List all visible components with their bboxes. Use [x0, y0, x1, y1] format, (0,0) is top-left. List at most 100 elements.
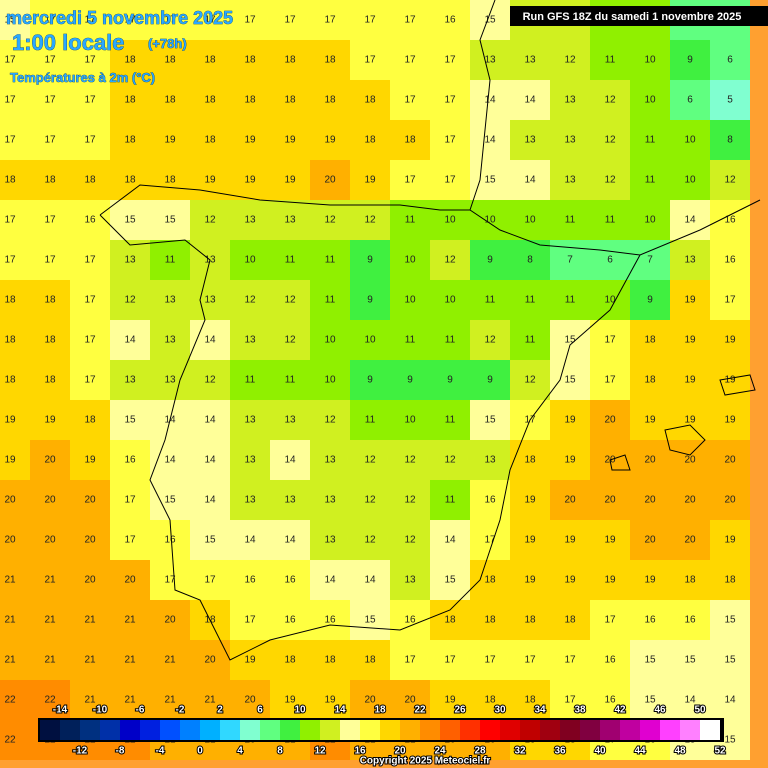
grid-cell [310, 560, 350, 600]
grid-value: 17 [404, 55, 416, 66]
grid-value: 13 [684, 255, 696, 266]
grid-value: 13 [124, 375, 136, 386]
grid-value: 20 [44, 495, 56, 506]
grid-cell [630, 280, 670, 320]
grid-cell [0, 240, 30, 280]
grid-value: 11 [285, 375, 296, 386]
grid-cell [590, 320, 630, 360]
grid-cell [550, 600, 590, 640]
grid-cell [0, 440, 30, 480]
grid-value: 19 [324, 135, 336, 146]
grid-cell [190, 160, 230, 200]
grid-cell [190, 200, 230, 240]
grid-value: 22 [44, 695, 56, 706]
grid-cell [0, 640, 30, 680]
grid-cell [430, 280, 470, 320]
grid-value: 9 [687, 55, 693, 66]
grid-cell [470, 600, 510, 640]
grid-cell [110, 200, 150, 240]
grid-value: 14 [444, 535, 456, 546]
legend-label: 32 [514, 746, 526, 757]
grid-cell [670, 640, 710, 680]
grid-cell [230, 560, 270, 600]
grid-value: 19 [524, 575, 536, 586]
grid-value: 9 [487, 375, 493, 386]
grid-cell [350, 520, 390, 560]
grid-value: 15 [364, 615, 376, 626]
grid-cell [150, 440, 190, 480]
grid-cell [630, 160, 670, 200]
grid-value: 18 [484, 575, 496, 586]
grid-value: 10 [644, 215, 656, 226]
legend-swatch [60, 720, 80, 740]
legend-swatch [580, 720, 600, 740]
grid-cell [510, 560, 550, 600]
grid-value: 14 [724, 695, 736, 706]
grid-cell [230, 40, 270, 80]
grid-cell [670, 40, 710, 80]
grid-value: 17 [44, 95, 56, 106]
grid-value: 19 [204, 175, 216, 186]
grid-cell [70, 280, 110, 320]
grid-value: 15 [164, 215, 176, 226]
grid-value: 12 [324, 415, 336, 426]
grid-cell [470, 440, 510, 480]
legend-swatch [600, 720, 620, 740]
legend-swatch [480, 720, 500, 740]
grid-cell [190, 520, 230, 560]
grid-value: 20 [124, 575, 136, 586]
grid-cell [230, 120, 270, 160]
grid-value: 15 [564, 335, 576, 346]
grid-value: 6 [687, 95, 693, 106]
grid-value: 17 [84, 375, 96, 386]
grid-cell [510, 680, 550, 720]
grid-value: 14 [204, 455, 216, 466]
grid-value: 17 [604, 335, 616, 346]
grid-cell [390, 640, 430, 680]
grid-cell [70, 160, 110, 200]
grid-cell [30, 560, 70, 600]
grid-value: 20 [604, 495, 616, 506]
grid-cell [510, 640, 550, 680]
grid-value: 18 [324, 95, 336, 106]
grid-value: 14 [684, 215, 696, 226]
grid-cell [190, 40, 230, 80]
grid-value: 10 [644, 55, 656, 66]
grid-value: 11 [645, 135, 656, 146]
grid-cell [710, 640, 750, 680]
grid-value: 17 [4, 255, 16, 266]
grid-value: 11 [405, 215, 416, 226]
grid-cell [0, 480, 30, 520]
grid-value: 21 [44, 575, 56, 586]
grid-cell [350, 240, 390, 280]
grid-cell [150, 640, 190, 680]
grid-value: 18 [444, 615, 456, 626]
grid-value: 12 [204, 215, 216, 226]
grid-value: 20 [684, 455, 696, 466]
grid-value: 21 [84, 695, 96, 706]
grid-cell [630, 560, 670, 600]
grid-value: 19 [724, 535, 736, 546]
grid-cell [270, 480, 310, 520]
grid-value: 17 [84, 15, 96, 26]
grid-value: 17 [484, 535, 496, 546]
grid-value: 11 [645, 175, 656, 186]
legend-swatch [680, 720, 700, 740]
grid-cell [630, 320, 670, 360]
grid-cell [310, 240, 350, 280]
grid-value: 13 [524, 135, 536, 146]
grid-cell [590, 640, 630, 680]
grid-cell [670, 440, 710, 480]
grid-value: 16 [484, 495, 496, 506]
grid-cell [0, 200, 30, 240]
grid-value: 19 [4, 455, 16, 466]
grid-value: 10 [324, 335, 336, 346]
legend-label: 0 [197, 746, 203, 757]
grid-value: 11 [565, 215, 576, 226]
grid-cell [150, 120, 190, 160]
grid-cell [350, 120, 390, 160]
grid-cell [670, 560, 710, 600]
grid-cell [110, 240, 150, 280]
grid-cell [710, 680, 750, 720]
legend-swatch [100, 720, 120, 740]
